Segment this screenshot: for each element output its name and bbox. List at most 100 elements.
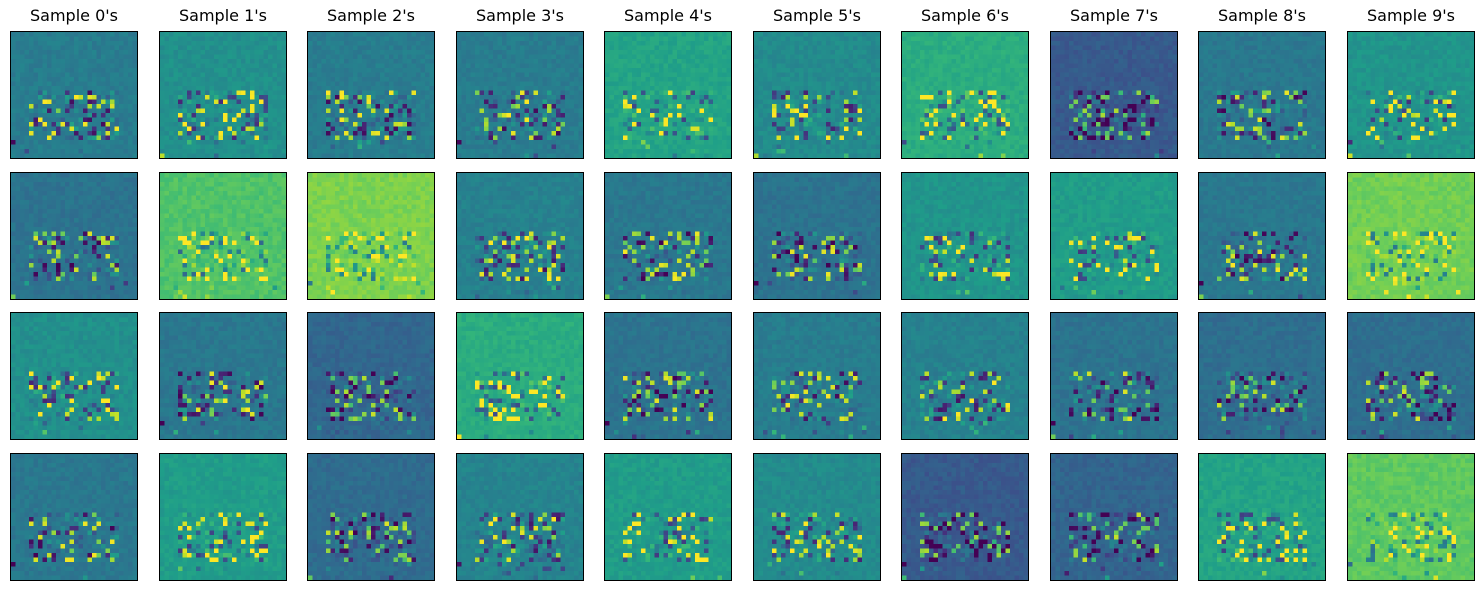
heatmap-cell <box>542 135 548 141</box>
heatmap-cell <box>1001 54 1006 60</box>
heatmap-cell <box>38 90 43 96</box>
heatmap-cell <box>699 90 705 96</box>
heatmap-cell <box>277 59 282 64</box>
heatmap-cell <box>92 72 97 78</box>
heatmap-cell <box>475 63 480 69</box>
heatmap-cell <box>164 95 170 100</box>
heatmap-cell <box>848 72 854 78</box>
heatmap-cell <box>348 41 354 46</box>
heatmap-cell <box>110 86 115 91</box>
heatmap-cell <box>933 45 939 51</box>
heatmap-cell <box>835 59 840 64</box>
heatmap-cell <box>605 95 610 100</box>
heatmap-cell <box>51 140 57 145</box>
heatmap-cell <box>781 131 786 136</box>
heatmap-cell <box>556 131 561 136</box>
heatmap-cell <box>173 86 179 91</box>
heatmap-cell <box>24 54 30 60</box>
heatmap-cell <box>200 108 206 114</box>
heatmap-cell <box>223 113 228 118</box>
heatmap-cell <box>114 122 120 127</box>
heatmap-cell <box>717 59 723 64</box>
heatmap-cell <box>1014 32 1020 37</box>
heatmap-cell <box>826 153 831 158</box>
heatmap-cell <box>60 113 66 118</box>
heatmap-cell <box>690 126 696 132</box>
heatmap-cell <box>830 135 836 141</box>
heatmap-cell <box>470 99 476 105</box>
heatmap-cell <box>173 104 179 109</box>
heatmap-cell <box>78 81 84 87</box>
heatmap-cell <box>92 59 97 64</box>
heatmap-cell <box>223 41 228 46</box>
heatmap-cell <box>416 77 421 82</box>
heatmap-cell <box>475 90 480 96</box>
heatmap-cell <box>92 41 97 46</box>
heatmap-cell <box>461 77 467 82</box>
heatmap-cell <box>164 90 170 96</box>
heatmap-cell <box>101 95 106 100</box>
heatmap-cell <box>790 113 795 118</box>
heatmap-cell <box>493 113 498 118</box>
heatmap-cell <box>726 117 731 123</box>
heatmap-cell <box>803 45 809 51</box>
heatmap-cell <box>556 126 561 132</box>
heatmap-cell <box>254 81 260 87</box>
heatmap-cell <box>875 86 880 91</box>
heatmap-cell <box>92 32 97 37</box>
heatmap-cell <box>848 36 854 42</box>
heatmap-cell <box>614 117 619 123</box>
heatmap-cell <box>672 108 678 114</box>
heatmap-cell <box>101 63 106 69</box>
heatmap-cell <box>987 68 993 73</box>
heatmap-cell <box>547 117 552 123</box>
heatmap-cell <box>929 32 934 37</box>
heatmap-cell <box>236 117 242 123</box>
heatmap-cell <box>668 135 673 141</box>
heatmap-cell <box>632 36 637 42</box>
heatmap-cell <box>15 135 21 141</box>
heatmap-cell <box>83 153 88 158</box>
heatmap-cell <box>398 72 403 78</box>
heatmap-cell <box>33 99 39 105</box>
heatmap-cell <box>524 140 530 145</box>
heatmap-cell <box>574 117 579 123</box>
heatmap-cell <box>263 140 269 145</box>
heatmap-cell <box>29 149 34 154</box>
heatmap-cell <box>407 72 412 78</box>
heatmap-cell <box>488 149 494 154</box>
heatmap-cell <box>92 36 97 42</box>
heatmap-cell <box>799 99 804 105</box>
heatmap-cell <box>659 122 664 127</box>
heatmap-cell <box>551 50 557 55</box>
heatmap-cell <box>578 95 583 100</box>
heatmap-cell <box>915 32 921 37</box>
heatmap-cell <box>339 149 345 154</box>
heatmap-cell <box>835 90 840 96</box>
heatmap-cell <box>686 140 691 145</box>
heatmap-cell <box>654 68 660 73</box>
heatmap-cell <box>794 126 800 132</box>
heatmap-cell <box>420 72 426 78</box>
heatmap-cell <box>929 68 934 73</box>
heatmap-cell <box>263 122 269 127</box>
heatmap-cell <box>484 59 489 64</box>
heatmap-cell <box>826 59 831 64</box>
heatmap-cell <box>51 32 57 37</box>
heatmap-cell <box>24 117 30 123</box>
heatmap-cell <box>686 32 691 37</box>
heatmap-cell <box>164 113 170 118</box>
heatmap-cell <box>227 54 233 60</box>
heatmap-cell <box>362 59 367 64</box>
heatmap-cell <box>942 54 948 60</box>
heatmap-cell <box>618 54 624 60</box>
heatmap-cell <box>105 45 111 51</box>
heatmap-cell <box>425 122 430 127</box>
heatmap-cell <box>565 126 570 132</box>
heatmap-cell <box>420 59 426 64</box>
heatmap-cell <box>565 63 570 69</box>
heatmap-cell <box>960 72 966 78</box>
heatmap-cell <box>105 104 111 109</box>
heatmap-cell <box>506 122 512 127</box>
heatmap-cell <box>348 45 354 51</box>
